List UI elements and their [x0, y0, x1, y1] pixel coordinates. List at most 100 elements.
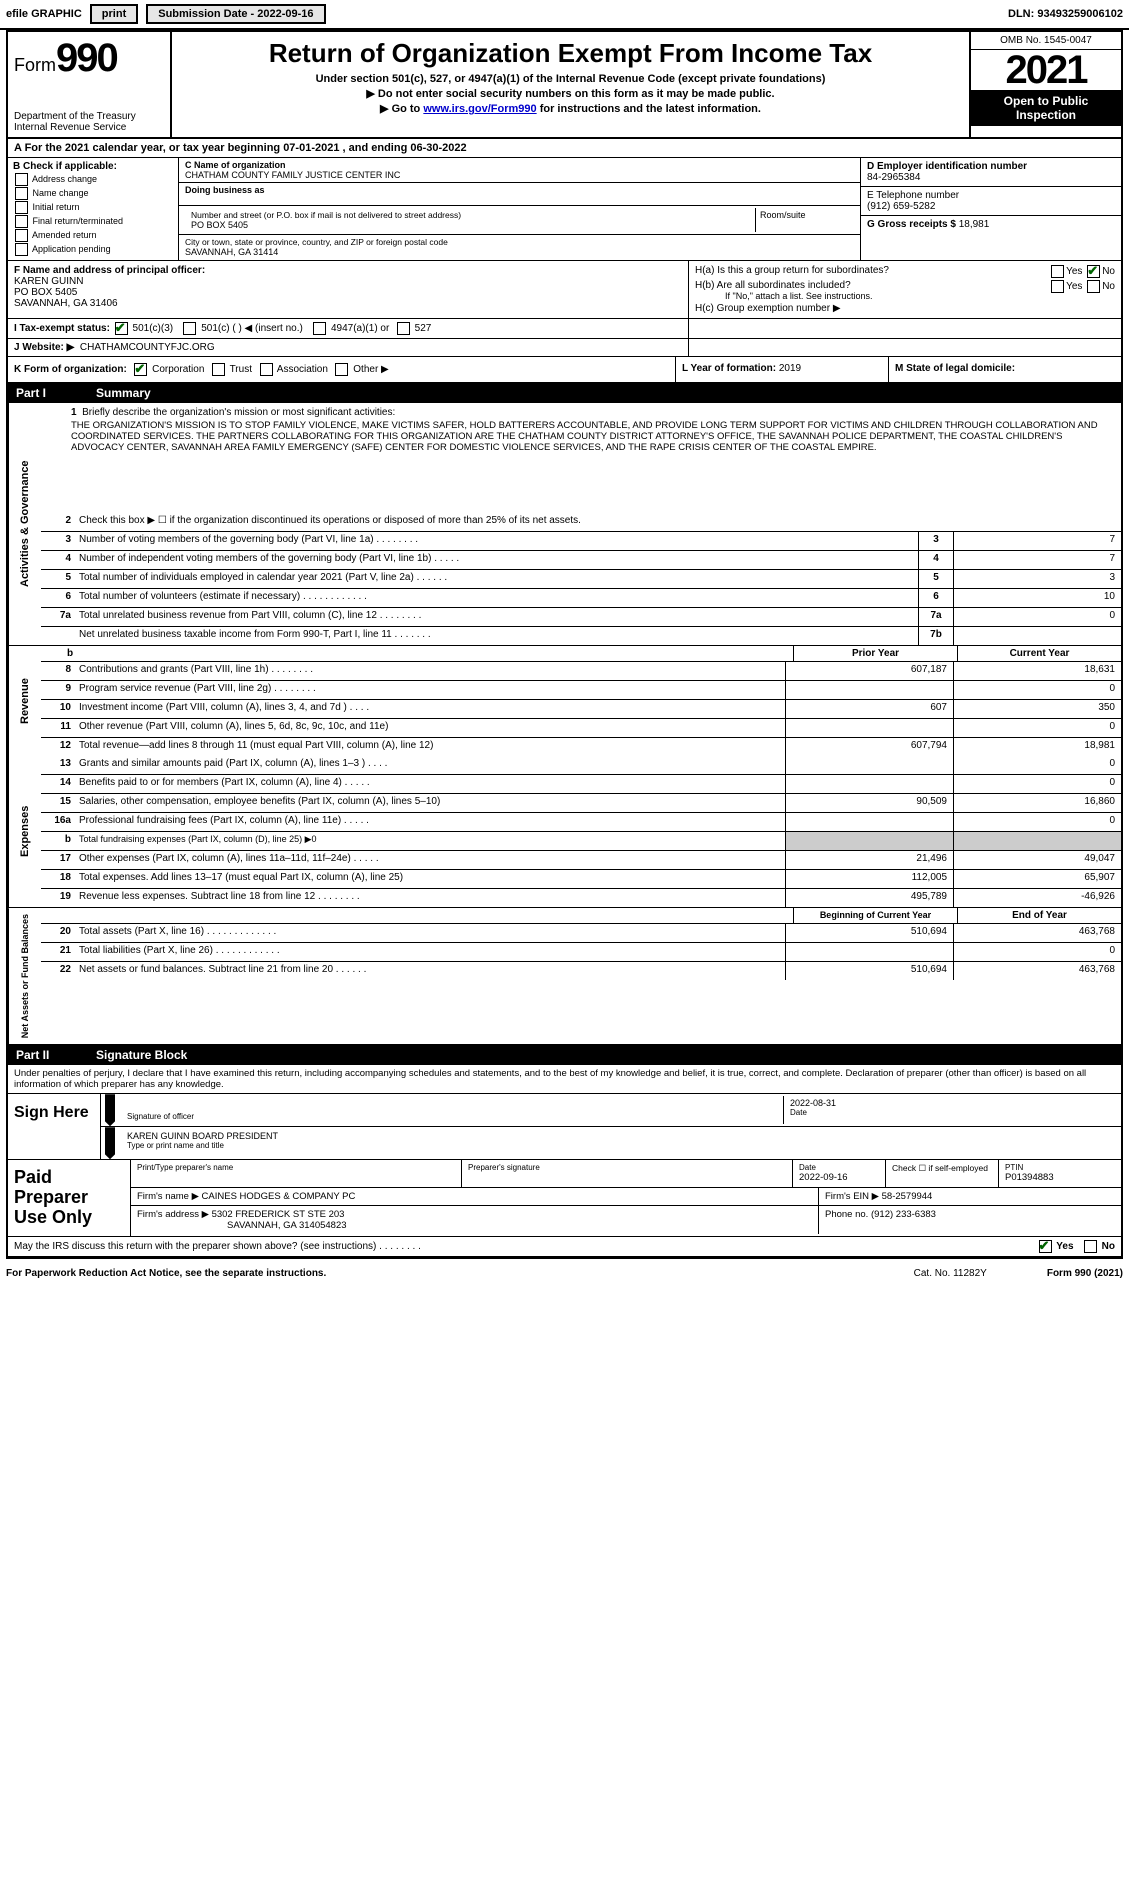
line2-desc: Check this box ▶ ☐ if the organization d… — [75, 513, 1121, 531]
curr-value: 463,768 — [953, 924, 1121, 942]
form-number: 990 — [56, 36, 117, 80]
irs-label: Internal Revenue Service — [14, 122, 164, 133]
check-4947[interactable] — [313, 322, 326, 335]
line-desc: Total fundraising expenses (Part IX, col… — [75, 832, 785, 850]
check-other[interactable] — [335, 363, 348, 376]
no-label: No — [1102, 1241, 1115, 1252]
line-box: 6 — [918, 589, 953, 607]
line-desc: Investment income (Part VIII, column (A)… — [75, 700, 785, 718]
line-desc: Number of voting members of the governin… — [75, 532, 918, 550]
sign-here-label: Sign Here — [8, 1094, 101, 1159]
net-line-22: 22Net assets or fund balances. Subtract … — [41, 962, 1121, 980]
open-public-badge: Open to Public Inspection — [971, 90, 1121, 126]
line-num: b — [41, 832, 75, 850]
revenue-section: Revenue b Prior Year Current Year 8Contr… — [8, 646, 1121, 756]
submission-date-button[interactable]: Submission Date - 2022-09-16 — [146, 4, 325, 24]
line-desc: Total number of volunteers (estimate if … — [75, 589, 918, 607]
tax-exempt-label: I Tax-exempt status: — [14, 323, 110, 334]
exp-line-16a: 16aProfessional fundraising fees (Part I… — [41, 813, 1121, 832]
efile-label: efile GRAPHIC — [6, 8, 82, 20]
prior-value: 607,794 — [785, 738, 953, 756]
side-label-netassets: Net Assets or Fund Balances — [8, 908, 41, 1044]
line-num: 3 — [41, 532, 75, 550]
line-num: 13 — [41, 756, 75, 774]
section-k-l-m: K Form of organization: Corporation Trus… — [8, 357, 1121, 383]
opt-assoc: Association — [277, 364, 328, 375]
form-ref: Form 990 (2021) — [1047, 1268, 1123, 1279]
entity-info-block: B Check if applicable: Address change Na… — [8, 158, 1121, 261]
side-label-governance: Activities & Governance — [8, 403, 41, 645]
check-address-change[interactable]: Address change — [13, 173, 173, 186]
penalty-text: Under penalties of perjury, I declare th… — [8, 1065, 1121, 1093]
section-i-row: I Tax-exempt status: 501(c)(3) 501(c) ( … — [8, 319, 1121, 339]
check-initial-return[interactable]: Initial return — [13, 201, 173, 214]
year-formation-value: 2019 — [779, 363, 801, 374]
print-button[interactable]: print — [90, 4, 138, 24]
net-line-21: 21Total liabilities (Part X, line 26) . … — [41, 943, 1121, 962]
gov-line-5: 5Total number of individuals employed in… — [41, 570, 1121, 589]
sig-officer-label: Signature of officer — [127, 1112, 777, 1121]
discuss-yes[interactable] — [1039, 1240, 1052, 1253]
curr-value: 16,860 — [953, 794, 1121, 812]
line-num: 15 — [41, 794, 75, 812]
check-association[interactable] — [260, 363, 273, 376]
hb-no[interactable] — [1087, 280, 1100, 293]
prior-value: 510,694 — [785, 962, 953, 980]
preparer-name-label: Print/Type preparer's name — [137, 1163, 455, 1172]
curr-value: 49,047 — [953, 851, 1121, 869]
check-name-change[interactable]: Name change — [13, 187, 173, 200]
prior-value: 495,789 — [785, 889, 953, 907]
mission-block: 1 1 Briefly describe the organization's … — [41, 403, 1121, 513]
self-employed-check[interactable]: Check ☐ if self-employed — [886, 1160, 999, 1187]
line-num: 20 — [41, 924, 75, 942]
bottom-footer: For Paperwork Reduction Act Notice, see … — [0, 1265, 1129, 1282]
line-num: 9 — [41, 681, 75, 699]
prior-value — [785, 832, 953, 850]
sub3-pre: ▶ Go to — [380, 103, 423, 115]
part1-title: Summary — [96, 386, 151, 400]
check-trust[interactable] — [212, 363, 225, 376]
line-a-tax-year: A For the 2021 calendar year, or tax yea… — [8, 139, 1121, 158]
form-org-label: K Form of organization: — [14, 364, 127, 375]
city-label: City or town, state or province, country… — [185, 237, 854, 247]
line-num: 18 — [41, 870, 75, 888]
line-a-text: A For the 2021 calendar year, or tax yea… — [14, 142, 467, 154]
form-990: Form990 Department of the Treasury Inter… — [6, 30, 1123, 1259]
check-527[interactable] — [397, 322, 410, 335]
col-prior-header: Prior Year — [793, 646, 957, 661]
sign-here-row: Sign Here Signature of officer 2022-08-3… — [8, 1093, 1121, 1159]
ha-yes[interactable] — [1051, 265, 1064, 278]
part-1-header: Part I Summary — [8, 383, 1121, 403]
net-assets-section: Net Assets or Fund Balances Beginning of… — [8, 908, 1121, 1045]
section-i: I Tax-exempt status: 501(c)(3) 501(c) ( … — [8, 319, 689, 338]
hb-yes[interactable] — [1051, 280, 1064, 293]
side-label-revenue: Revenue — [8, 646, 41, 756]
gov-line-3: 3Number of voting members of the governi… — [41, 532, 1121, 551]
firm-name-value: CAINES HODGES & COMPANY PC — [202, 1191, 356, 1202]
header-sub1: Under section 501(c), 527, or 4947(a)(1)… — [182, 73, 959, 85]
firm-addr-label: Firm's address ▶ — [137, 1209, 209, 1220]
section-b-header: B Check if applicable: — [13, 161, 173, 172]
irs-form990-link[interactable]: www.irs.gov/Form990 — [423, 103, 536, 115]
check-final-return[interactable]: Final return/terminated — [13, 215, 173, 228]
discuss-text: May the IRS discuss this return with the… — [14, 1241, 421, 1252]
check-501c3[interactable] — [115, 322, 128, 335]
col-headers-netassets: Beginning of Current Year End of Year — [41, 908, 1121, 924]
gov-line-7a: 7aTotal unrelated business revenue from … — [41, 608, 1121, 627]
check-corporation[interactable] — [134, 363, 147, 376]
hb-label: H(b) Are all subordinates included? — [695, 280, 851, 291]
curr-value — [953, 832, 1121, 850]
check-501c[interactable] — [183, 322, 196, 335]
ha-no[interactable] — [1087, 265, 1100, 278]
line-num: 17 — [41, 851, 75, 869]
discuss-no[interactable] — [1084, 1240, 1097, 1253]
check-amended-return[interactable]: Amended return — [13, 229, 173, 242]
prior-value: 607,187 — [785, 662, 953, 680]
website-value: CHATHAMCOUNTYFJC.ORG — [80, 342, 215, 353]
curr-value: 0 — [953, 775, 1121, 793]
gov-line-6: 6Total number of volunteers (estimate if… — [41, 589, 1121, 608]
check-application-pending[interactable]: Application pending — [13, 243, 173, 256]
line-desc: Salaries, other compensation, employee b… — [75, 794, 785, 812]
firm-addr-value1: 5302 FREDERICK ST STE 203 — [212, 1209, 345, 1220]
line-desc: Revenue less expenses. Subtract line 18 … — [75, 889, 785, 907]
